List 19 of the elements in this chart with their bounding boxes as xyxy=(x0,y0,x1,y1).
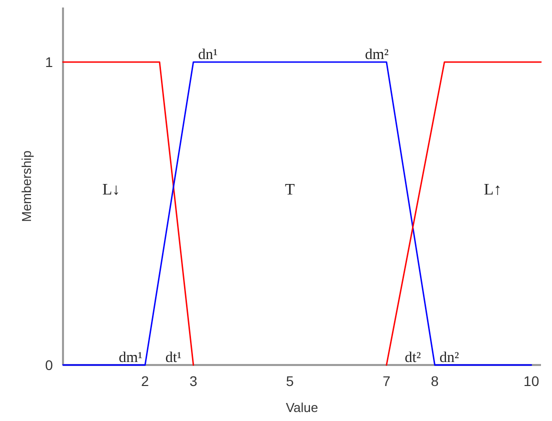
annotation: L↑ xyxy=(484,181,502,198)
x-tick-label: 2 xyxy=(141,373,150,389)
x-tick-label: 7 xyxy=(382,373,391,389)
annotation: dn² xyxy=(440,350,460,366)
x-tick-label: 3 xyxy=(189,373,198,389)
annotation: dm² xyxy=(365,47,390,64)
annotation: T xyxy=(285,181,296,198)
annotation: L↓ xyxy=(102,181,120,198)
annotation: dt¹ xyxy=(165,350,182,366)
y-axis-title: Membership xyxy=(19,150,34,222)
annotation: dn¹ xyxy=(198,47,218,64)
x-axis-title: Value xyxy=(286,400,318,415)
x-tick-label: 10 xyxy=(524,373,540,389)
x-tick-label: 8 xyxy=(430,373,439,389)
x-tick-label: 5 xyxy=(286,373,294,389)
y-tick-label: 0 xyxy=(45,357,54,373)
annotation: dm¹ xyxy=(118,350,142,366)
annotation: dt² xyxy=(404,350,422,366)
y-tick-label: 1 xyxy=(45,54,54,70)
